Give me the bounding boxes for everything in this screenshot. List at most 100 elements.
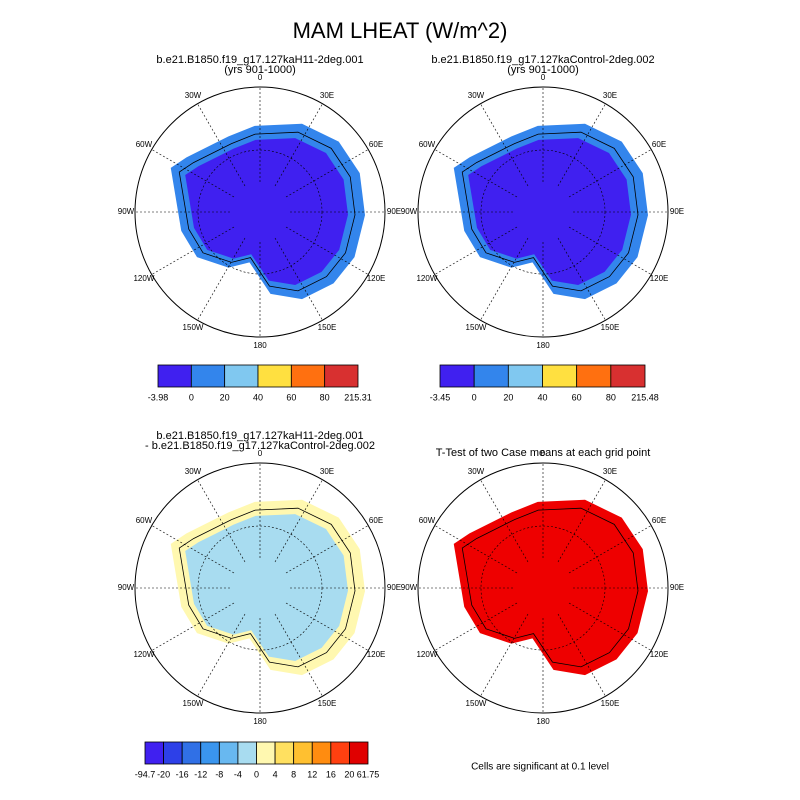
meridian-label: 60W [419,516,436,525]
colorbar-label: 0 [472,392,477,402]
field-inner [468,514,631,662]
meridian-label: 150W [466,699,487,708]
meridian-label: 120E [367,650,386,659]
meridian-label: 120W [416,650,437,659]
colorbar-label: 61.75 [357,769,380,779]
meridian-label: 90W [401,207,418,216]
panel-title: - b.e21.B1850.f19_g17.127kaControl-2deg.… [145,440,375,452]
colorbar-box [439,364,475,388]
colorbar-box [190,364,226,388]
meridian-label: 150W [183,699,204,708]
colorbar-box [610,364,646,388]
colorbar-box [290,364,326,388]
colorbar-box [311,741,332,765]
colorbar-label: 80 [606,392,616,402]
meridian-label: 120W [133,650,154,659]
meridian-label: 60E [652,516,666,525]
colorbar-label: 12 [307,769,317,779]
colorbar-label: 60 [572,392,582,402]
colorbar-label: -4 [234,769,242,779]
colorbar-box [274,741,295,765]
meridian-label: 30W [468,467,485,476]
meridian-label: 60W [136,140,153,149]
colorbar-label: 60 [286,392,296,402]
colorbar-label: 0 [189,392,194,402]
coastline [461,131,639,292]
colorbar-box [324,364,359,388]
meridian-label: 60E [369,140,383,149]
colorbar-box [473,364,509,388]
colorbar-box [163,741,183,765]
meridian-label: 90E [387,583,401,592]
field-inner [185,138,348,286]
meridian-label: 120W [416,274,437,283]
meridian-label: 30E [320,467,334,476]
map-panel: 0 30E 60E 90E 120E 150E 180 150W 120W 90W 60W 30W T-… [401,447,684,726]
meridian-label: 90W [401,583,418,592]
colorbar-label: 20 [344,769,354,779]
colorbar-label: 40 [253,392,263,402]
map-panel: 0 30E 60E 90E 120E 150E 180 150W 120W 90W 60W 30W b.… [401,54,684,402]
meridian-label: 0 [258,449,263,458]
meridian-label: 150E [601,699,620,708]
field-inner [185,514,348,662]
colorbar-box [224,364,259,388]
meridian-label: 120W [133,274,154,283]
colorbar-label: 215.31 [344,392,372,402]
meridian-label: 180 [253,341,267,350]
footnote: Cells are significant at 0.1 level [471,762,609,773]
panel-title: b.e21.B1850.f19_g17.127kaH11-2deg.001 [156,430,363,442]
meridian-label: 0 [258,73,263,82]
colorbar-box [257,364,292,388]
colorbar-label: -3.98 [148,392,169,402]
meridian-label: 90W [118,207,135,216]
map-border [417,462,669,714]
colorbar-box [200,741,220,765]
meridian-label: 90W [118,583,135,592]
colorbar-label: -12 [194,769,207,779]
colorbar-box [181,741,202,765]
meridian-label: 180 [253,717,267,726]
map-border [134,462,386,714]
colorbar-label: 4 [273,769,278,779]
colorbar-label: -8 [215,769,223,779]
meridian-label: 0 [541,449,546,458]
meridian-label: 0 [541,73,546,82]
panel-title: b.e21.B1850.f19_g17.127kaH11-2deg.001 [156,54,363,66]
colorbar-box [293,741,313,765]
panel-title: (yrs 901-1000) [507,64,579,76]
panel-title: b.e21.B1850.f19_g17.127kaControl-2deg.00… [431,54,654,66]
colorbar-box [576,364,612,388]
colorbar-label: 16 [326,769,336,779]
meridian-label: 180 [536,717,550,726]
meridian-label: 150W [466,323,487,332]
colorbar-box [256,741,276,765]
meridian-label: 90E [670,583,684,592]
field-inner [468,138,631,286]
colorbar-label: 40 [537,392,547,402]
colorbar-label: 20 [503,392,513,402]
meridian-label: 150W [183,323,204,332]
coastline [178,507,356,668]
meridian-label: 60W [419,140,436,149]
panel-title: T-Test of two Case means at each grid po… [436,447,651,459]
colorbar-box [157,364,192,388]
meridian-label: 30E [603,467,617,476]
colorbar-label: 8 [291,769,296,779]
meridian-label: 180 [536,341,550,350]
meridian-label: 60E [652,140,666,149]
colorbar-label: 20 [220,392,230,402]
figure-title: MAM LHEAT (W/m^2) [293,18,508,43]
meridian-label: 60E [369,516,383,525]
meridian-label: 90E [670,207,684,216]
panel-title: (yrs 901-1000) [224,64,296,76]
meridian-label: 150E [318,699,337,708]
colorbar-label: -16 [176,769,189,779]
meridian-label: 150E [601,323,620,332]
meridian-label: 30W [185,467,202,476]
meridian-label: 120E [650,650,669,659]
colorbar-label: 0 [254,769,259,779]
coastline [178,131,356,292]
colorbar-box [349,741,369,765]
